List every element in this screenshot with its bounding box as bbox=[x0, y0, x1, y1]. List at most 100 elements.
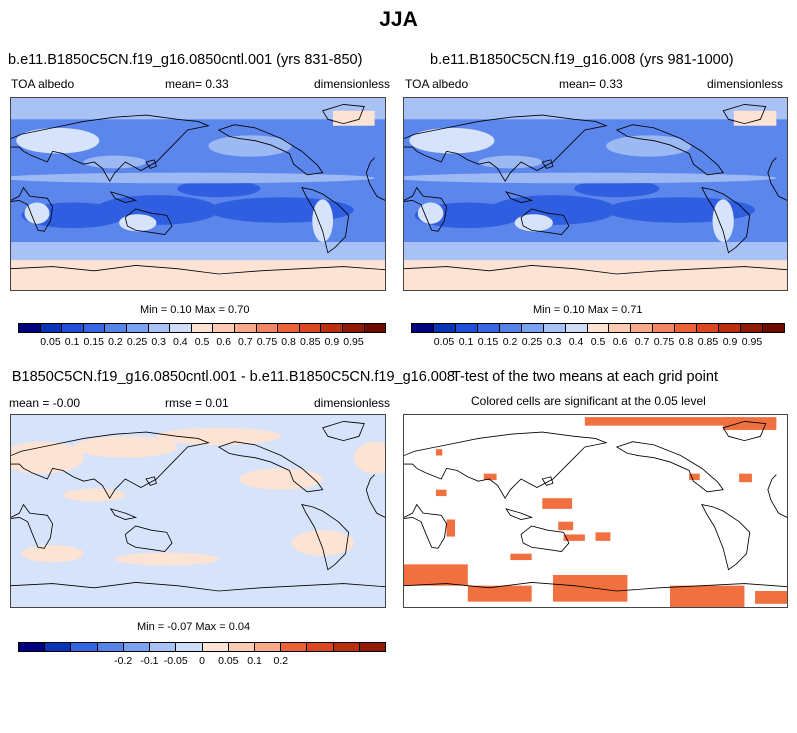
significant-cells bbox=[435, 489, 447, 497]
albedo-colorbar-case bbox=[411, 323, 785, 333]
colorbar-swatch bbox=[105, 324, 127, 332]
colorbar-swatch bbox=[364, 324, 386, 332]
colorbar-swatch bbox=[477, 324, 500, 332]
case-albedo-map bbox=[403, 97, 788, 291]
ttest-subtitle: Colored cells are significant at the 0.0… bbox=[471, 394, 706, 408]
colorbar-swatch bbox=[741, 324, 763, 332]
colorbar-swatch bbox=[763, 324, 784, 332]
significant-cells bbox=[739, 473, 752, 483]
significant-cells bbox=[404, 564, 468, 586]
coastline bbox=[520, 525, 570, 552]
significant-cells bbox=[510, 553, 532, 561]
colorbar-swatch bbox=[19, 643, 46, 651]
coastline bbox=[722, 420, 767, 442]
colorbar-swatch bbox=[609, 324, 632, 332]
land-region bbox=[16, 127, 100, 154]
colorbar-tick-label: -0.1 bbox=[140, 655, 159, 667]
colorbar-tick-label: 0 bbox=[199, 655, 205, 667]
colorbar-tick-label: 0.1 bbox=[458, 336, 474, 348]
significant-cells bbox=[723, 417, 777, 430]
colorbar-swatch bbox=[126, 324, 149, 332]
land-region bbox=[119, 214, 157, 232]
land-region bbox=[409, 127, 495, 154]
coastline bbox=[404, 582, 787, 592]
positive-anomaly bbox=[156, 427, 282, 445]
coastline bbox=[217, 441, 324, 493]
colorbar-tick-label: 0.7 bbox=[237, 336, 253, 348]
colorbar-tick-label: 0.6 bbox=[612, 336, 628, 348]
positive-anomaly bbox=[353, 441, 385, 474]
significant-cells bbox=[558, 521, 574, 531]
coastline bbox=[505, 191, 534, 203]
positive-anomaly bbox=[239, 468, 323, 490]
colorbar-tick-label: 0.4 bbox=[568, 336, 584, 348]
significant-cells bbox=[435, 449, 443, 456]
ttest-significance-map bbox=[403, 414, 788, 608]
colorbar-swatch bbox=[123, 643, 151, 651]
colorbar-tick-label: 0.9 bbox=[324, 336, 340, 348]
colorbar-swatch bbox=[653, 324, 676, 332]
case-variable-label: TOA albedo bbox=[405, 77, 469, 91]
coastline bbox=[404, 503, 448, 549]
significant-cells bbox=[467, 585, 532, 602]
coastline bbox=[322, 103, 365, 125]
colorbar-swatch bbox=[83, 324, 106, 332]
colorbar-swatch bbox=[565, 324, 588, 332]
coastline bbox=[217, 124, 324, 176]
coastline bbox=[541, 159, 554, 169]
colorbar-swatch bbox=[719, 324, 742, 332]
colorbar-swatch bbox=[97, 643, 124, 651]
colorbar-swatch bbox=[234, 324, 257, 332]
coastline bbox=[404, 186, 448, 232]
colorbar-swatch bbox=[176, 643, 203, 651]
coastline bbox=[701, 187, 751, 254]
positive-anomaly bbox=[21, 545, 84, 563]
coastline bbox=[365, 474, 385, 518]
difference-mean-label: mean = -0.00 bbox=[9, 396, 81, 410]
colorbar-swatch bbox=[455, 324, 478, 332]
significant-cells bbox=[595, 532, 611, 541]
land-region bbox=[417, 202, 444, 224]
arctic-band bbox=[11, 98, 385, 120]
greenland-region bbox=[733, 110, 777, 126]
coastline bbox=[767, 157, 787, 201]
colorbar-tick-label: 0.85 bbox=[697, 336, 719, 348]
coastline bbox=[722, 103, 767, 125]
colorbar-swatch bbox=[278, 324, 300, 332]
colorbar-tick-label: 0.2 bbox=[108, 336, 123, 348]
colorbar-tick-label: 0.6 bbox=[216, 336, 231, 348]
land-region bbox=[312, 199, 334, 242]
positive-anomaly bbox=[62, 488, 126, 502]
colorbar-tick-label: 0.95 bbox=[343, 336, 364, 348]
cloud-region bbox=[404, 172, 777, 184]
coastline bbox=[541, 476, 554, 486]
colorbar-tick-label: 0.5 bbox=[194, 336, 210, 348]
colorbar-swatch bbox=[675, 324, 698, 332]
arctic-band bbox=[404, 98, 787, 120]
coastline bbox=[124, 208, 173, 235]
cloud-region bbox=[606, 135, 692, 157]
colorbar-tick-label: 0.1 bbox=[247, 655, 262, 667]
colorbar-swatch bbox=[19, 324, 41, 332]
colorbar-tick-label: 0.1 bbox=[64, 336, 80, 348]
colorbar-tick-label: 0.75 bbox=[256, 336, 278, 348]
colorbar-swatch bbox=[307, 643, 334, 651]
cloud-region bbox=[208, 135, 292, 157]
coastline bbox=[365, 157, 385, 201]
colorbar-tick-label: 0.8 bbox=[678, 336, 694, 348]
coastline bbox=[701, 504, 751, 571]
coastline bbox=[11, 503, 53, 549]
coastlines bbox=[11, 420, 385, 592]
significant-cells bbox=[552, 575, 628, 602]
colorbar-swatch bbox=[62, 324, 84, 332]
albedo-colorbar-control bbox=[18, 323, 386, 333]
cloud-region bbox=[11, 172, 375, 184]
difference-units-label: dimensionless bbox=[314, 396, 391, 410]
significant-cells bbox=[584, 417, 745, 426]
colorbar-swatch bbox=[433, 324, 456, 332]
coastline bbox=[145, 476, 157, 486]
coastline bbox=[322, 420, 365, 442]
colorbar-tick-label: 0.85 bbox=[300, 336, 321, 348]
case-mean-label: mean= 0.33 bbox=[559, 77, 623, 91]
colorbar-swatch bbox=[148, 324, 171, 332]
